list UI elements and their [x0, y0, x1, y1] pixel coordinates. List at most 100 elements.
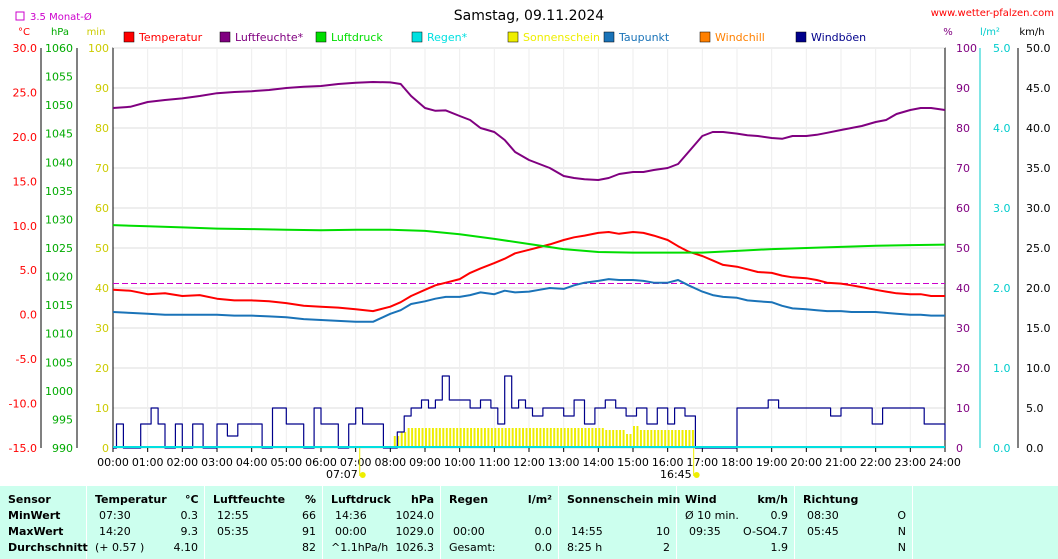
y-tick-label-pressure: 1040 [45, 156, 73, 169]
legend-label: Windböen [811, 31, 866, 44]
y-tick-label-pressure: 1060 [45, 42, 73, 55]
sun-max-value: 10 [656, 525, 670, 538]
direction-max-value: N [897, 525, 906, 538]
sunshine-bar [473, 428, 476, 448]
sunshine-bar [605, 430, 608, 448]
x-tick-label: 08:00 [374, 456, 406, 469]
monthly-average-swatch [15, 11, 25, 21]
statistics-panel: Sensor MinWert MaxWert Durchschnitt Temp… [0, 486, 1058, 559]
stats-row-avg: Durchschnitt [8, 541, 88, 554]
y-tick-label-pressure: 1025 [45, 242, 73, 255]
direction-header: Richtung [803, 493, 859, 506]
pressure-avg-value: 1026.3 [395, 541, 435, 554]
x-tick-label: 03:00 [201, 456, 233, 469]
temperature-avg-value: 4.10 [173, 541, 199, 554]
pressure-max-value: 1029.0 [395, 525, 435, 538]
sun-header: Sonnenschein min [567, 493, 681, 506]
x-tick-label: 11:00 [478, 456, 510, 469]
temperature-min-time: 07:30 [99, 509, 131, 522]
sun-avg-value: 2 [663, 541, 670, 554]
y-tick-label-humidity: 70 [956, 162, 970, 175]
sunshine-bar [685, 430, 687, 448]
humidity-max-time: 05:35 [217, 525, 249, 538]
y-tick-label-temp: 25.0 [13, 86, 38, 99]
y-tick-label-minutes: 0 [102, 442, 109, 455]
y-tick-label-minutes: 70 [95, 162, 109, 175]
sunshine-bar [542, 428, 545, 448]
y-tick-label-rain: 1.0 [993, 362, 1011, 375]
y-tick-label-wind: 40.0 [1026, 122, 1051, 135]
unit-min: min [87, 27, 106, 38]
humidity-min-value: 66 [302, 509, 316, 522]
y-tick-label-rain: 4.0 [993, 122, 1011, 135]
y-tick-label-humidity: 30 [956, 322, 970, 335]
sunshine-bar [466, 428, 469, 448]
x-tick-label: 12:00 [513, 456, 545, 469]
legend-swatch [795, 31, 807, 43]
sunshine-bar [535, 428, 538, 448]
stats-rain: Regen l/m² 00:00 0.0 Gesamt: 0.0 [441, 486, 559, 559]
sunshine-bar [560, 428, 563, 448]
y-tick-label-temp: -5.0 [16, 353, 37, 366]
direction-avg-value: N [897, 541, 906, 554]
sunshine-bar [567, 428, 570, 448]
rain-max-value: 0.0 [534, 525, 553, 538]
sunshine-bar [601, 428, 604, 448]
sunshine-bar [459, 428, 462, 448]
sunshine-bar [508, 428, 511, 448]
y-tick-label-minutes: 20 [95, 362, 109, 375]
x-tick-label: 00:00 [97, 456, 129, 469]
y-tick-label-temp: -15.0 [9, 442, 37, 455]
y-tick-label-wind: 15.0 [1026, 322, 1051, 335]
y-tick-label-minutes: 90 [95, 82, 109, 95]
y-tick-label-pressure: 1000 [45, 385, 73, 398]
sunshine-bar [570, 428, 573, 448]
humidity-unit: % [304, 493, 316, 506]
y-tick-label-rain: 2.0 [993, 282, 1011, 295]
legend-label: Luftfeuchte* [235, 31, 304, 44]
legend-label: Windchill [715, 31, 765, 44]
wind-unit: km/h [757, 493, 788, 506]
y-tick-label-humidity: 80 [956, 122, 970, 135]
sunshine-bar [442, 428, 445, 448]
y-tick-label-minutes: 80 [95, 122, 109, 135]
y-tick-label-temp: 0.0 [20, 309, 38, 322]
sun-markers: 07:07 16:45 [326, 448, 700, 481]
y-tick-label-wind: 35.0 [1026, 162, 1051, 175]
legend-swatch [699, 31, 711, 43]
y-tick-label-minutes: 30 [95, 322, 109, 335]
pressure-max-time: 00:00 [335, 525, 367, 538]
y-tick-label-rain: 3.0 [993, 202, 1011, 215]
direction-max-time: 05:45 [807, 525, 839, 538]
sunshine-bar [594, 428, 597, 448]
unit-solar: l/m² [980, 27, 1000, 38]
sunshine-bars [393, 426, 694, 448]
sunshine-bar [546, 428, 549, 448]
y-tick-label-pressure: 1050 [45, 99, 73, 112]
x-tick-label: 16:00 [652, 456, 684, 469]
sun-max-time: 14:55 [571, 525, 603, 538]
y-tick-label-pressure: 1005 [45, 356, 73, 369]
sunshine-bar [577, 428, 580, 448]
stats-sensor-header: Sensor [8, 493, 51, 506]
legend-swatch [315, 31, 327, 43]
monthly-average-label: 3.5 Monat-Ø [30, 11, 92, 23]
sunshine-bar [678, 430, 681, 448]
sunshine-bar [629, 434, 632, 448]
sun-total-hours: 8:25 h [567, 541, 603, 554]
sunshine-bar [463, 428, 466, 448]
y-tick-label-rain: 0.0 [993, 442, 1011, 455]
sunshine-bar [660, 430, 663, 448]
stats-row-max: MaxWert [8, 525, 64, 538]
x-tick-label: 18:00 [721, 456, 753, 469]
y-tick-label-minutes: 50 [95, 242, 109, 255]
y-tick-label-wind: 45.0 [1026, 82, 1051, 95]
y-tick-label-pressure: 1015 [45, 299, 73, 312]
x-tick-label: 05:00 [270, 456, 302, 469]
sunshine-bar [681, 430, 684, 448]
sunshine-bar [532, 428, 535, 448]
y-tick-label-temp: 20.0 [13, 131, 38, 144]
sunshine-bar [612, 430, 615, 448]
site-link[interactable]: www.wetter-pfalzen.com [931, 8, 1054, 19]
series-line [112, 224, 946, 254]
